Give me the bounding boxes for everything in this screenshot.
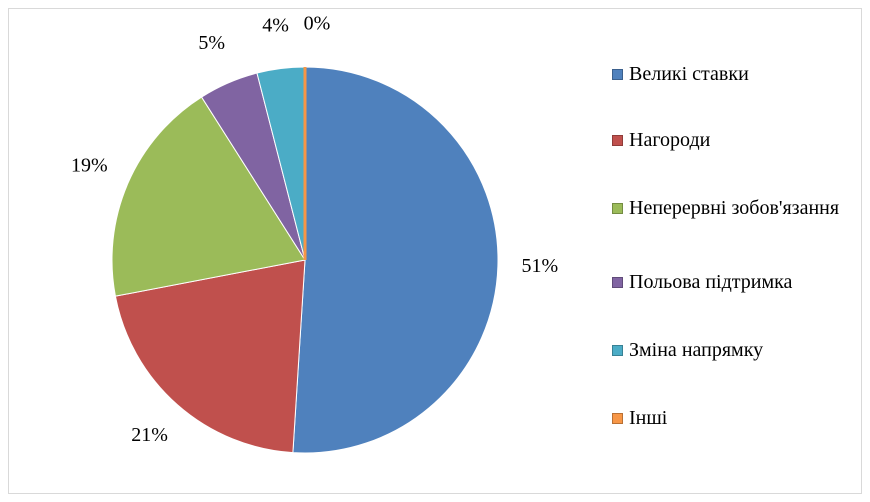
legend-swatch bbox=[612, 345, 623, 356]
pie-slice bbox=[292, 66, 499, 454]
legend-item: Неперервні зобов'язання bbox=[612, 196, 852, 220]
legend-swatch bbox=[612, 69, 623, 80]
legend-swatch bbox=[612, 413, 623, 424]
legend-label: Нагороди bbox=[629, 129, 711, 151]
data-label: 51% bbox=[522, 255, 559, 277]
data-label: 21% bbox=[131, 424, 168, 446]
legend-swatch bbox=[612, 277, 623, 288]
legend-label: Зміна напрямку bbox=[629, 339, 764, 361]
data-label: 5% bbox=[198, 32, 225, 54]
data-label: 19% bbox=[71, 154, 108, 176]
pie-slice bbox=[111, 96, 306, 297]
legend-item: Великі ставки bbox=[612, 62, 852, 86]
legend-swatch bbox=[612, 203, 623, 214]
pie-slice bbox=[114, 259, 306, 454]
data-label: 0% bbox=[304, 13, 331, 35]
data-label: 4% bbox=[262, 14, 289, 36]
legend-swatch bbox=[612, 135, 623, 146]
legend-label: Польова підтримка bbox=[629, 271, 793, 293]
legend-item: Інші bbox=[612, 406, 852, 430]
legend-item: Нагороди bbox=[612, 128, 852, 152]
legend-label: Інші bbox=[629, 407, 668, 429]
legend-label: Великі ставки bbox=[629, 63, 749, 85]
legend-label: Неперервні зобов'язання bbox=[629, 197, 840, 219]
legend-item: Польова підтримка bbox=[612, 270, 852, 294]
legend-item: Зміна напрямку bbox=[612, 338, 852, 362]
